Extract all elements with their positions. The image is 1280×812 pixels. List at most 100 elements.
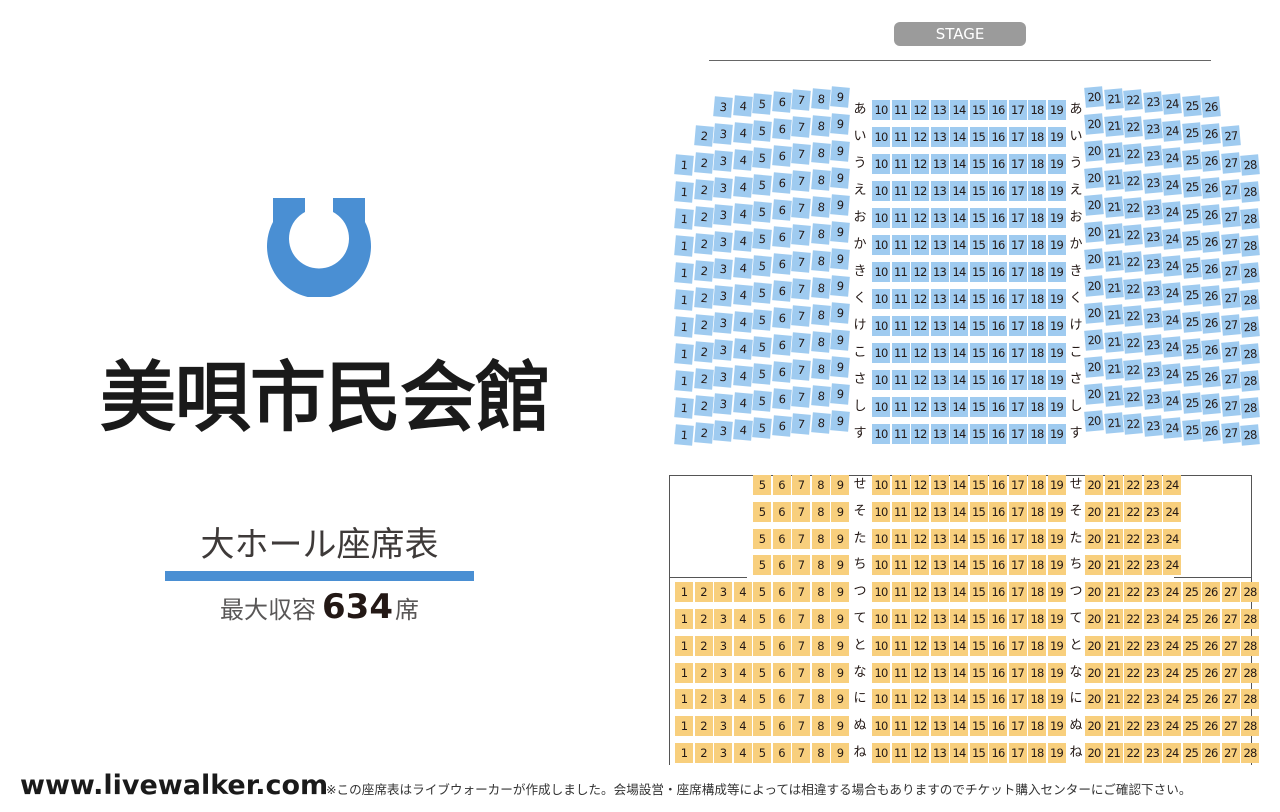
seat[interactable]: 26: [1201, 339, 1221, 361]
seat[interactable]: 18: [1028, 689, 1046, 710]
seat[interactable]: 10: [872, 397, 890, 417]
seat[interactable]: 12: [911, 289, 929, 309]
seat[interactable]: 11: [891, 689, 910, 710]
seat[interactable]: 5: [752, 255, 772, 277]
seat[interactable]: 3: [714, 609, 732, 629]
seat[interactable]: 24: [1163, 475, 1181, 495]
seat[interactable]: 1: [674, 288, 694, 311]
seat[interactable]: 2: [693, 152, 714, 174]
seat[interactable]: 18: [1028, 289, 1046, 309]
seat[interactable]: 14: [950, 370, 968, 390]
seat[interactable]: 5: [753, 662, 771, 683]
seat[interactable]: 25: [1181, 148, 1202, 171]
seat[interactable]: 9: [830, 194, 850, 216]
seat[interactable]: 20: [1084, 86, 1104, 108]
seat[interactable]: 1: [675, 635, 693, 656]
seat[interactable]: 7: [791, 251, 811, 274]
seat[interactable]: 17: [1008, 501, 1027, 522]
seat[interactable]: 12: [911, 582, 929, 603]
seat[interactable]: 13: [930, 716, 949, 737]
seat[interactable]: 28: [1240, 369, 1260, 392]
seat[interactable]: 25: [1181, 418, 1202, 441]
seat[interactable]: 19: [1047, 235, 1066, 255]
seat[interactable]: 7: [791, 332, 811, 355]
seat[interactable]: 16: [989, 343, 1007, 363]
seat[interactable]: 24: [1162, 201, 1182, 223]
seat[interactable]: 10: [872, 370, 890, 390]
seat[interactable]: 6: [771, 415, 792, 437]
seat[interactable]: 1: [675, 662, 693, 683]
seat[interactable]: 3: [714, 635, 732, 656]
seat[interactable]: 12: [911, 635, 929, 656]
seat[interactable]: 22: [1124, 501, 1142, 522]
seat[interactable]: 9: [830, 167, 850, 189]
seat[interactable]: 3: [713, 150, 733, 172]
seat[interactable]: 2: [693, 395, 714, 417]
seat[interactable]: 20: [1085, 635, 1103, 656]
seat[interactable]: 7: [791, 170, 811, 193]
seat[interactable]: 14: [950, 555, 968, 576]
seat[interactable]: 19: [1047, 501, 1066, 522]
seat[interactable]: 22: [1124, 609, 1142, 629]
seat[interactable]: 2: [694, 689, 713, 710]
seat[interactable]: 17: [1008, 235, 1027, 255]
seat[interactable]: 26: [1201, 177, 1221, 199]
seat[interactable]: 13: [930, 127, 949, 147]
seat[interactable]: 13: [930, 289, 949, 309]
seat[interactable]: 16: [989, 289, 1007, 309]
seat[interactable]: 6: [771, 361, 792, 383]
seat[interactable]: 17: [1008, 555, 1027, 576]
seat[interactable]: 11: [891, 289, 910, 309]
seat[interactable]: 14: [950, 262, 968, 282]
seat[interactable]: 15: [969, 424, 988, 444]
seat[interactable]: 3: [713, 366, 733, 388]
seat[interactable]: 23: [1142, 415, 1163, 437]
seat[interactable]: 8: [810, 114, 831, 137]
seat[interactable]: 8: [810, 222, 831, 245]
seat[interactable]: 20: [1085, 582, 1103, 603]
seat[interactable]: 6: [771, 226, 792, 248]
seat[interactable]: 12: [911, 475, 929, 495]
seat[interactable]: 15: [969, 582, 988, 603]
seat[interactable]: 11: [891, 370, 910, 390]
seat[interactable]: 23: [1142, 172, 1163, 194]
seat[interactable]: 12: [911, 208, 929, 228]
seat[interactable]: 15: [969, 316, 988, 336]
seat[interactable]: 5: [752, 336, 772, 358]
seat[interactable]: 11: [891, 181, 910, 201]
seat[interactable]: 23: [1142, 226, 1163, 248]
seat[interactable]: 18: [1028, 635, 1046, 656]
seat[interactable]: 4: [732, 121, 753, 144]
seat[interactable]: 24: [1163, 501, 1181, 522]
seat[interactable]: 14: [950, 716, 968, 737]
seat[interactable]: 8: [810, 411, 831, 434]
seat[interactable]: 10: [872, 662, 890, 683]
seat[interactable]: 25: [1182, 635, 1201, 656]
seat[interactable]: 17: [1008, 181, 1027, 201]
seat[interactable]: 13: [930, 501, 949, 522]
seat[interactable]: 2: [693, 125, 714, 147]
seat[interactable]: 10: [872, 127, 890, 147]
seat[interactable]: 19: [1047, 662, 1066, 683]
seat[interactable]: 23: [1142, 91, 1163, 113]
seat[interactable]: 12: [911, 662, 929, 683]
seat[interactable]: 9: [830, 275, 850, 297]
seat[interactable]: 9: [831, 555, 849, 576]
seat[interactable]: 20: [1085, 501, 1103, 522]
seat[interactable]: 25: [1181, 391, 1202, 414]
seat[interactable]: 8: [810, 303, 831, 326]
seat[interactable]: 11: [891, 154, 910, 174]
seat[interactable]: 10: [872, 343, 890, 363]
seat[interactable]: 20: [1084, 113, 1104, 135]
seat[interactable]: 28: [1240, 153, 1260, 176]
seat[interactable]: 15: [969, 343, 988, 363]
seat[interactable]: 18: [1028, 127, 1046, 147]
seat[interactable]: 6: [772, 662, 791, 683]
seat[interactable]: 20: [1084, 410, 1104, 432]
seat[interactable]: 1: [674, 207, 694, 230]
seat[interactable]: 26: [1201, 204, 1221, 226]
seat[interactable]: 5: [753, 609, 771, 629]
seat[interactable]: 10: [872, 528, 890, 549]
seat[interactable]: 16: [989, 662, 1007, 683]
seat[interactable]: 5: [753, 555, 771, 576]
